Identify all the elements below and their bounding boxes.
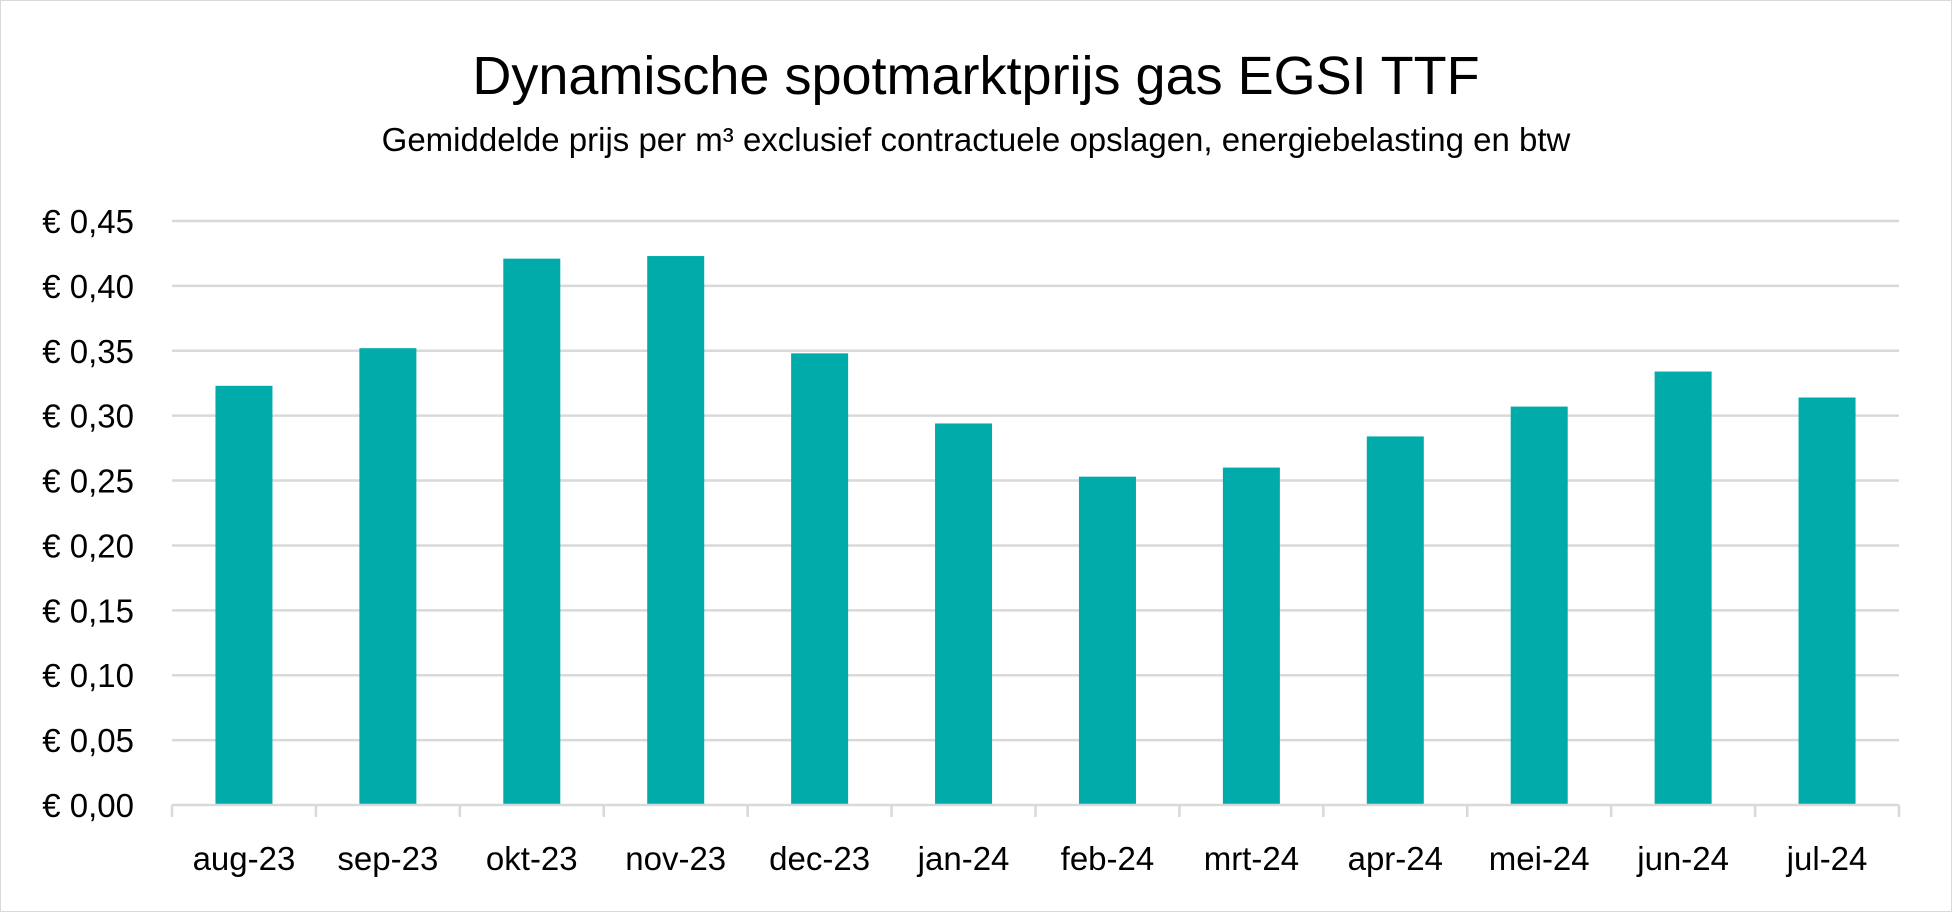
y-tick-label: € 0,25 — [42, 463, 134, 500]
x-tick-label: jan-24 — [917, 840, 1010, 877]
chart-title: Dynamische spotmarktprijs gas EGSI TTF — [472, 46, 1480, 106]
y-tick-label: € 0,45 — [42, 203, 134, 240]
x-tick-label: mrt-24 — [1204, 840, 1299, 877]
bar-dec-23 — [791, 353, 849, 805]
bar-mrt-24 — [1222, 467, 1280, 805]
bar-sep-23 — [359, 348, 417, 805]
x-tick-label: aug-23 — [193, 840, 296, 877]
y-tick-label: € 0,15 — [42, 592, 134, 629]
bars — [215, 256, 1856, 805]
x-tick-label: mei-24 — [1489, 840, 1590, 877]
y-tick-labels: € 0,00 € 0,05 € 0,10 € 0,15 € 0,20 € 0,25 € 0,… — [42, 203, 134, 824]
bar-nov-23 — [647, 256, 705, 805]
bar-jan-24 — [935, 423, 993, 805]
bar-mei-24 — [1510, 406, 1568, 805]
bar-apr-24 — [1366, 436, 1424, 805]
x-tick-label: dec-23 — [769, 840, 870, 877]
gridlines — [172, 219, 1899, 742]
chart-subtitle: Gemiddelde prijs per m³ exclusief contra… — [381, 121, 1571, 158]
bar-okt-23 — [503, 258, 561, 805]
bar-aug-23 — [215, 385, 273, 805]
x-tick-labels: aug-23 sep-23 okt-23 nov-23 dec-23 jan-24 feb-… — [193, 840, 1868, 877]
y-tick-label: € 0,05 — [42, 722, 134, 759]
x-tick-label: jul-24 — [1786, 840, 1868, 877]
x-tick-label: sep-23 — [337, 840, 438, 877]
x-tick-label: feb-24 — [1061, 840, 1155, 877]
y-tick-label: € 0,00 — [42, 787, 134, 824]
bar-feb-24 — [1078, 476, 1136, 805]
x-tick-label: apr-24 — [1348, 840, 1443, 877]
y-tick-label: € 0,35 — [42, 333, 134, 370]
x-tick-label: jun-24 — [1636, 840, 1729, 877]
y-tick-label: € 0,30 — [42, 398, 134, 435]
y-tick-label: € 0,40 — [42, 268, 134, 305]
x-tick-label: okt-23 — [486, 840, 578, 877]
x-axis — [170, 803, 1901, 817]
bar-jun-24 — [1654, 371, 1712, 805]
x-tick-label: nov-23 — [625, 840, 726, 877]
y-tick-label: € 0,20 — [42, 527, 134, 564]
bar-jul-24 — [1798, 397, 1856, 805]
y-tick-label: € 0,10 — [42, 657, 134, 694]
